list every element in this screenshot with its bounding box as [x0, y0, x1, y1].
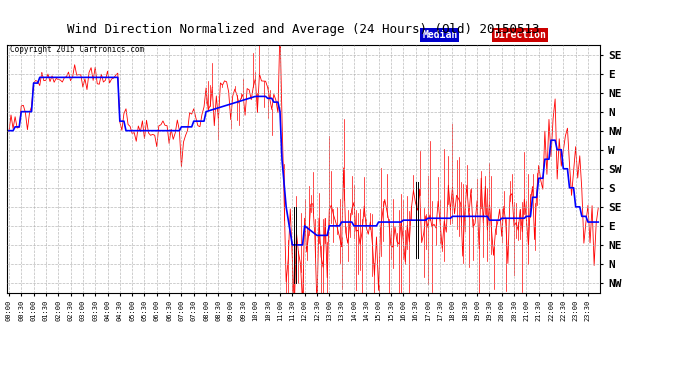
Text: Copyright 2015 Cartronics.com: Copyright 2015 Cartronics.com [10, 45, 144, 54]
Text: Direction: Direction [493, 30, 546, 40]
Text: Median: Median [422, 30, 457, 40]
Text: Wind Direction Normalized and Average (24 Hours) (Old) 20150513: Wind Direction Normalized and Average (2… [68, 22, 540, 36]
